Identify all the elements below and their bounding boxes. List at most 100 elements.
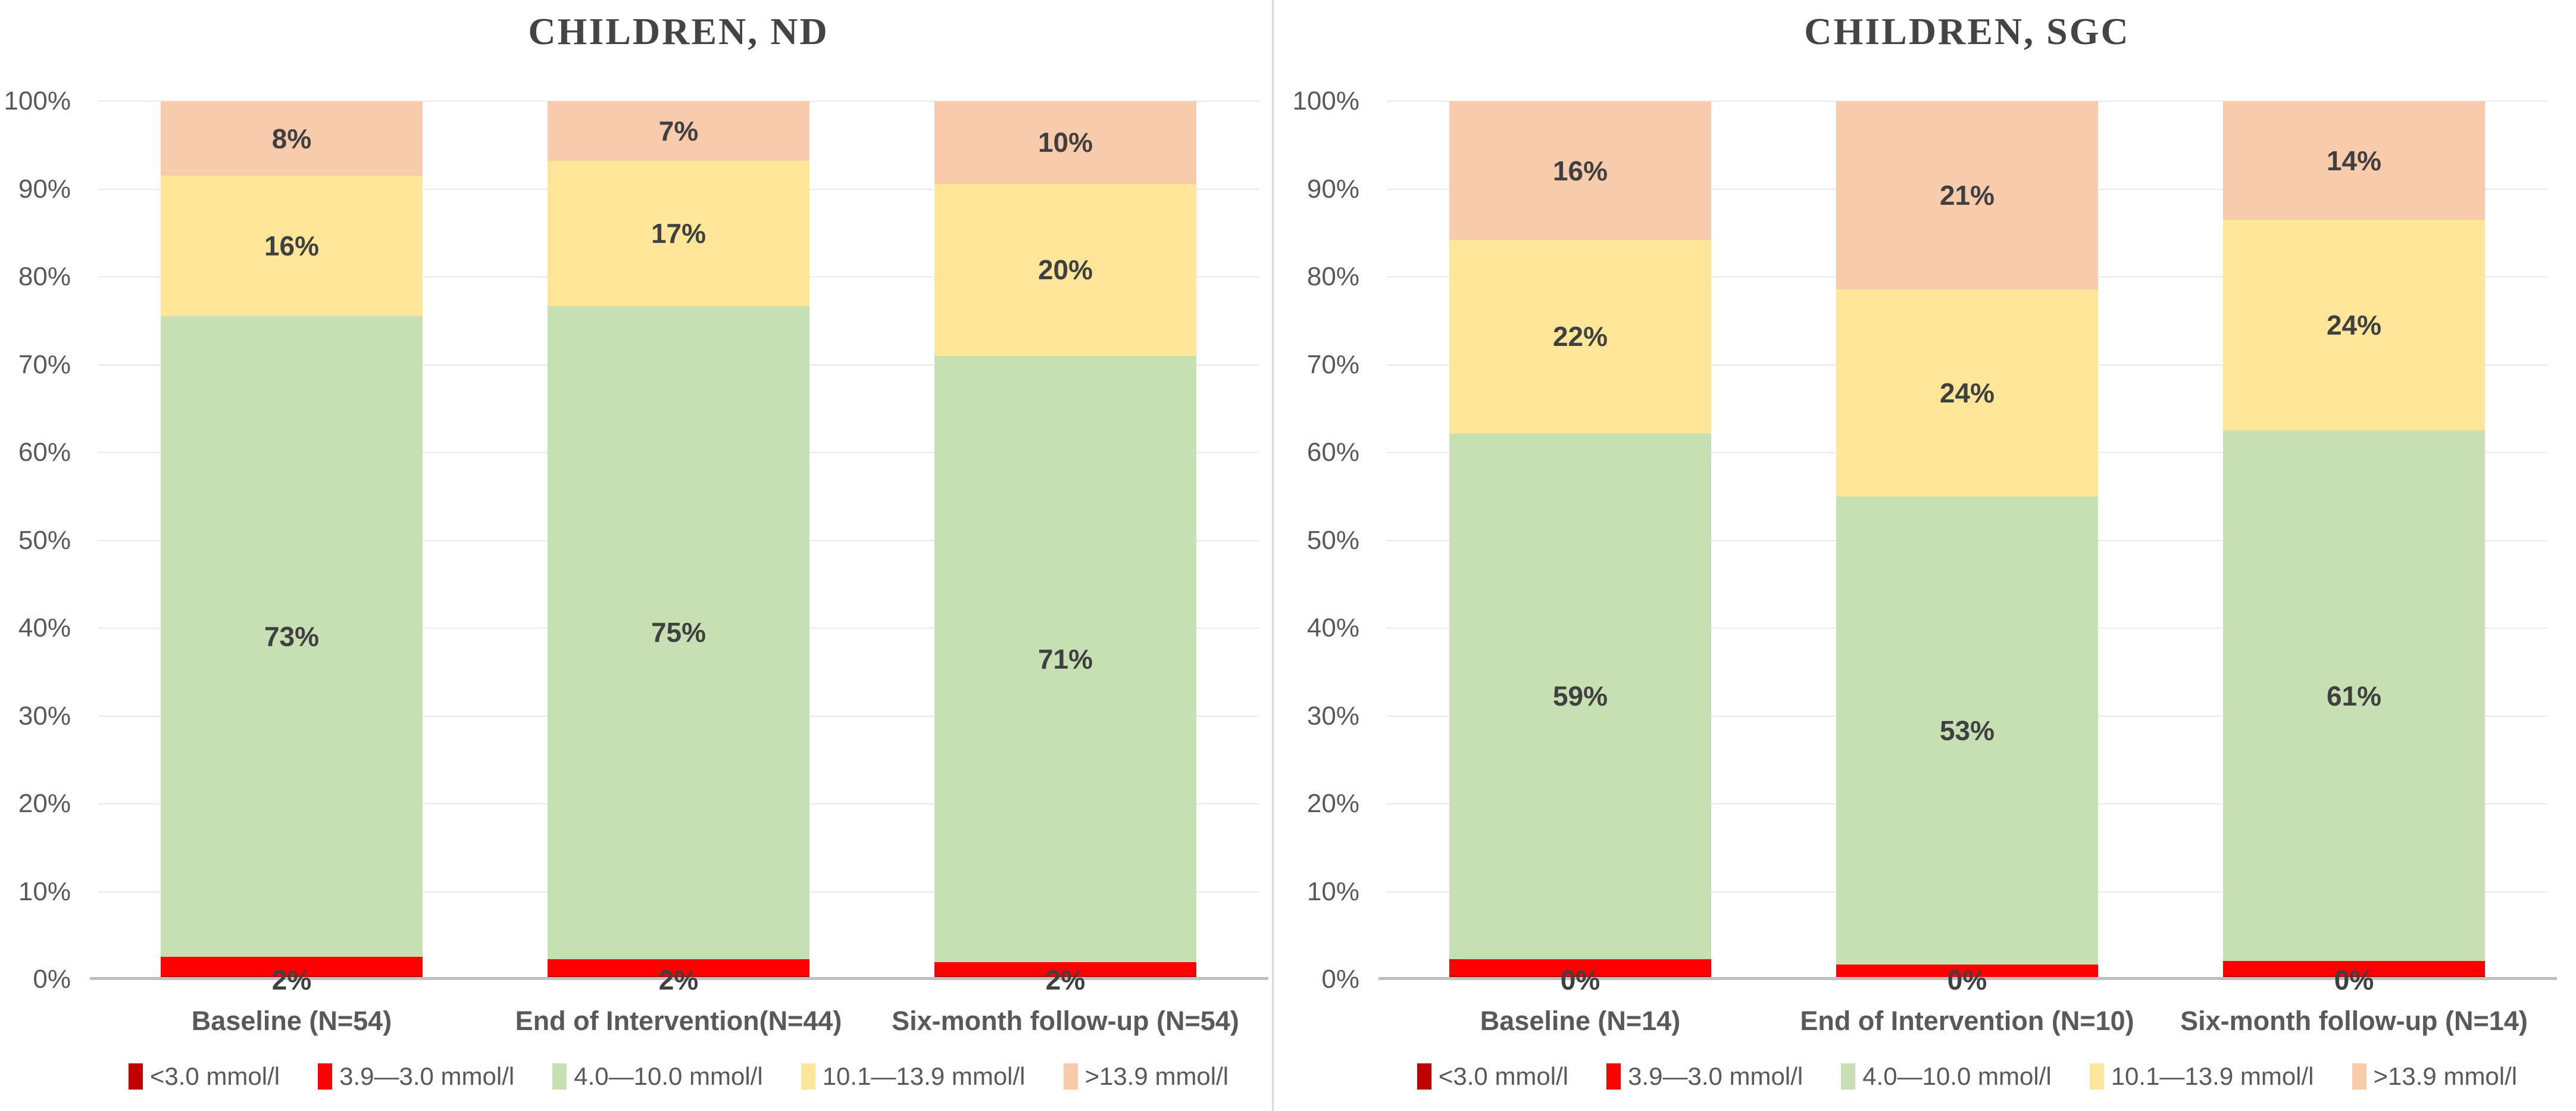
y-tick-label: 80% — [1306, 262, 1359, 291]
legend-swatch — [1841, 1063, 1856, 1090]
y-tick-label: 10% — [1306, 876, 1359, 906]
y-tick-label: 60% — [18, 438, 71, 467]
segment: 75% — [548, 305, 809, 960]
legend: <3.0 mmol/l 3.9—3.0 mmol/l 4.0—10.0 mmol/l… — [98, 1063, 1259, 1090]
legend-swatch — [1417, 1063, 1431, 1090]
segment-value-label: 14% — [2326, 145, 2382, 176]
legend-item: 4.0—10.0 mmol/l — [552, 1062, 763, 1090]
bar-2: 53% 24% 21% — [1836, 101, 2098, 979]
segment — [161, 956, 423, 976]
segment — [1449, 959, 1711, 976]
segment-value-label: 24% — [2326, 310, 2382, 341]
chart-title: CHILDREN, SGC — [1804, 10, 2130, 52]
y-tick-label: 100% — [1292, 86, 1359, 116]
bottom-value-label: 2% — [271, 965, 312, 996]
y-tick-label: 90% — [1306, 174, 1359, 204]
segment — [2223, 961, 2485, 976]
segment-value-label: 10% — [1037, 127, 1093, 158]
y-tick-label: 30% — [18, 701, 71, 731]
segment: 53% — [1836, 496, 2098, 965]
bar-3: 61% 24% 14% — [2223, 101, 2485, 979]
legend-swatch — [552, 1063, 567, 1090]
segment-value-label: 8% — [271, 123, 312, 154]
legend-item: 3.9—3.0 mmol/l — [1606, 1063, 1803, 1090]
legend-label: <3.0 mmol/l — [1438, 1062, 1569, 1090]
y-tick-label: 30% — [1306, 701, 1359, 731]
segment-value-label: 16% — [1552, 155, 1608, 186]
legend-swatch — [1606, 1063, 1621, 1090]
x-axis-category-label: Baseline (N=54) — [191, 1006, 392, 1036]
y-tick-label: 40% — [1306, 613, 1359, 642]
segment-value-label: 7% — [658, 116, 699, 147]
segment-value-label: 73% — [264, 621, 320, 653]
legend-label: 3.9—3.0 mmol/l — [1628, 1062, 1803, 1090]
segment-value-label: 22% — [1552, 321, 1608, 352]
bar-1: 73% 16% 8% — [161, 101, 423, 979]
segment: 21% — [1836, 101, 2098, 289]
y-tick-label: 90% — [18, 174, 71, 204]
gridline — [1387, 101, 2547, 102]
segment-value-label: 16% — [264, 230, 320, 262]
y-tick-label: 60% — [1306, 438, 1359, 467]
y-tick-label: 80% — [18, 262, 71, 291]
gridline — [98, 101, 1259, 102]
legend-label: 4.0—10.0 mmol/l — [574, 1062, 763, 1090]
y-tick-label: 100% — [4, 86, 71, 116]
segment-value-label: 53% — [1939, 714, 1995, 746]
legend-swatch — [2352, 1063, 2366, 1090]
segment: 24% — [2223, 220, 2485, 431]
y-tick-label: 0% — [1321, 965, 1359, 994]
legend-label: 3.9—3.0 mmol/l — [339, 1062, 515, 1090]
segment-value-label: 24% — [1939, 377, 1995, 408]
legend-swatch — [2089, 1063, 2104, 1090]
segment: 16% — [1449, 101, 1711, 241]
y-tick-label: 50% — [18, 525, 71, 555]
legend-swatch — [318, 1063, 333, 1090]
segment: 10% — [934, 101, 1196, 184]
legend-swatch — [1063, 1063, 1078, 1090]
segment: 8% — [161, 101, 423, 176]
segment-value-label: 59% — [1552, 681, 1608, 712]
segment: 71% — [934, 355, 1196, 962]
bar-1: 59% 22% 16% — [1449, 101, 1711, 979]
segment: 7% — [548, 101, 809, 161]
y-tick-label: 20% — [1306, 789, 1359, 818]
y-tick-label: 40% — [18, 613, 71, 642]
x-axis-category-label: End of Intervention(N=44) — [515, 1006, 842, 1036]
segment-value-label: 71% — [1037, 643, 1093, 675]
legend-item: >13.9 mmol/l — [2352, 1062, 2518, 1090]
y-tick-label: 70% — [18, 349, 71, 379]
plot-area: 0% 10% 20% 30% 40% 50% 60% 70% 80% 90% 100% 73% 16% 8… — [4, 88, 1268, 1036]
segment: 20% — [934, 183, 1196, 356]
legend-swatch — [128, 1063, 143, 1090]
chart-title: CHILDREN, ND — [528, 10, 829, 52]
bar-2: 75% 17% 7% — [548, 101, 809, 979]
legend-label: 10.1—13.9 mmol/l — [2111, 1062, 2314, 1090]
bottom-value-label: 2% — [658, 965, 699, 996]
y-tick-label: 10% — [18, 876, 71, 906]
bottom-value-label: 2% — [1045, 965, 1086, 996]
legend-item: 10.1—13.9 mmol/l — [801, 1063, 1026, 1090]
legend-label: >13.9 mmol/l — [2373, 1062, 2518, 1090]
segment — [934, 962, 1196, 976]
x-axis-line — [1378, 977, 2557, 980]
legend-label: 10.1—13.9 mmol/l — [822, 1062, 1026, 1090]
y-tick-label: 50% — [1306, 525, 1359, 555]
x-axis-line — [90, 977, 1268, 980]
segment — [1836, 964, 2098, 977]
legend: <3.0 mmol/l 3.9—3.0 mmol/l 4.0—10.0 mmol/l… — [1387, 1063, 2547, 1090]
segment: 24% — [1836, 289, 2098, 497]
x-axis-category-label: Six-month follow-up (N=14) — [2180, 1006, 2528, 1036]
bottom-value-label: 0% — [1947, 965, 1987, 996]
legend-item: 4.0—10.0 mmol/l — [1841, 1063, 2052, 1090]
segment: 14% — [2223, 101, 2485, 220]
chart-panel-children-sgc: CHILDREN, SGC 0% 10% 20% 30% 40% 50% 60% 70% 80%… — [1274, 0, 2576, 1111]
segment-value-label: 21% — [1939, 179, 1995, 211]
segment: 59% — [1449, 433, 1711, 960]
plot-area: 0% 10% 20% 30% 40% 50% 60% 70% 80% 90% 100% 59% 22% 1… — [1292, 88, 2557, 1036]
segment — [548, 959, 809, 976]
segment-value-label: 17% — [651, 218, 706, 249]
y-tick-label: 70% — [1306, 349, 1359, 379]
segment: 73% — [161, 316, 423, 957]
